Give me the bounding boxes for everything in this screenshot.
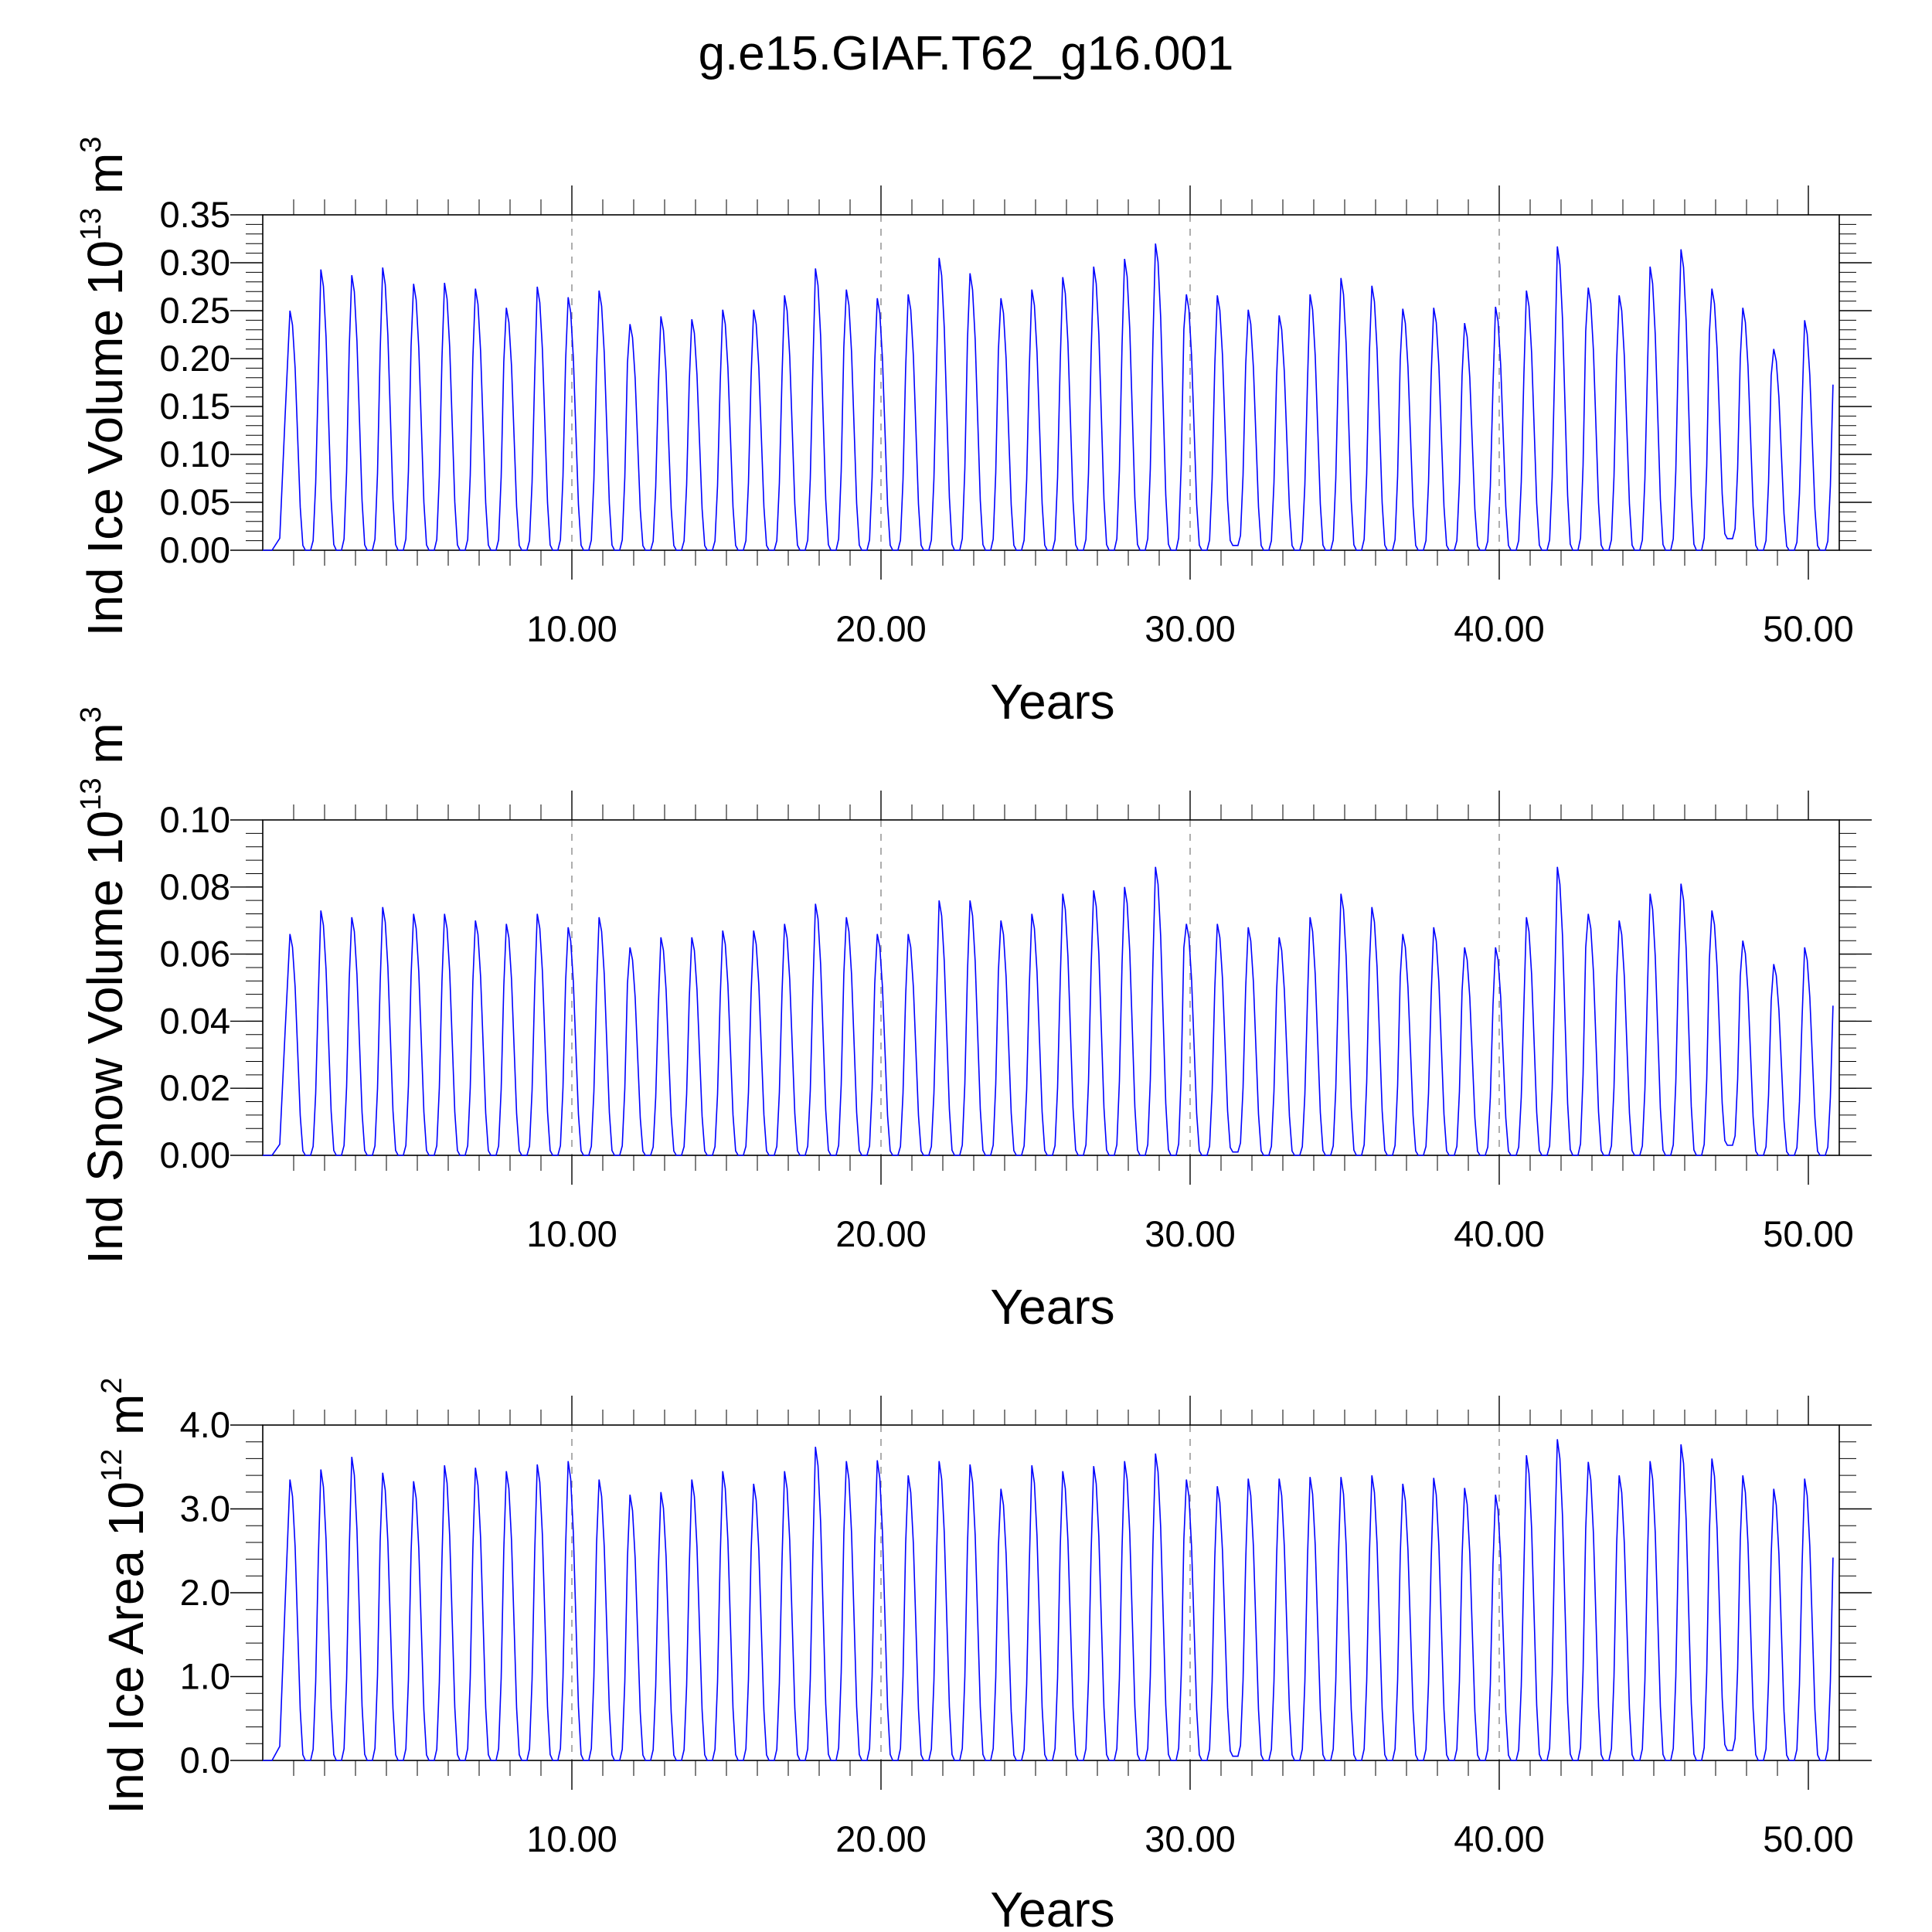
x-tick-label: 10.00 <box>526 1818 617 1859</box>
x-tick-label: 30.00 <box>1145 1818 1236 1859</box>
y-tick-label: 0.06 <box>160 934 230 975</box>
y-tick-label: 0.20 <box>160 338 230 379</box>
x-tick-label: 20.00 <box>835 1213 927 1254</box>
ice-area-plot-frame <box>262 1424 1840 1761</box>
ice-volume-plot-frame <box>262 214 1840 551</box>
y-tick-label: 2.0 <box>180 1572 230 1613</box>
x-tick-label: 50.00 <box>1763 608 1854 649</box>
snow-volume-panel: Ind Snow Volume 1013 m3 Years 10.00 20.00… <box>75 706 1872 1335</box>
ylabel-text: Ind Ice Area 10 <box>98 1481 154 1815</box>
ylabel-unit-exponent: 3 <box>75 137 107 153</box>
x-tick-label: 30.00 <box>1145 608 1236 649</box>
y-tick-label: 0.08 <box>160 866 230 907</box>
ice-volume-ylabel: Ind Ice Volume 1013 m3 <box>75 137 133 637</box>
ylabel-unit: m <box>77 723 133 777</box>
x-tick-label: 40.00 <box>1454 1213 1545 1254</box>
ylabel-exponent: 13 <box>75 777 107 810</box>
snow-volume-xlabel: Years <box>990 1279 1114 1335</box>
y-tick-label: 0.10 <box>160 799 230 840</box>
ice-area-xlabel: Years <box>990 1882 1114 1932</box>
ylabel-exponent: 13 <box>75 208 107 240</box>
x-tick-label: 50.00 <box>1763 1213 1854 1254</box>
ice-volume-panel: Ind Ice Volume 1013 m3 Years 10.00 20.00 3… <box>75 137 1872 730</box>
y-tick-label: 0.0 <box>180 1740 230 1781</box>
y-tick-label: 1.0 <box>180 1656 230 1697</box>
snow-volume-plot-frame <box>262 819 1840 1156</box>
x-tick-label: 40.00 <box>1454 608 1545 649</box>
y-tick-label: 0.00 <box>160 1134 230 1175</box>
y-tick-label: 0.02 <box>160 1067 230 1108</box>
ylabel-unit: m <box>77 153 133 208</box>
ylabel-exponent: 12 <box>96 1449 128 1481</box>
ylabel-unit-exponent: 2 <box>96 1377 128 1393</box>
y-tick-label: 4.0 <box>180 1404 230 1445</box>
y-tick-label: 0.35 <box>160 194 230 235</box>
y-tick-label: 0.04 <box>160 1000 230 1041</box>
x-tick-label: 10.00 <box>526 1213 617 1254</box>
ylabel-text: Ind Ice Volume 10 <box>77 240 133 636</box>
ice-area-ylabel: Ind Ice Area 1012 m2 <box>96 1377 154 1814</box>
ice-volume-xlabel: Years <box>990 674 1114 730</box>
y-tick-label: 3.0 <box>180 1488 230 1529</box>
snow-volume-series-line <box>263 866 1834 1156</box>
x-tick-label: 20.00 <box>835 608 927 649</box>
ylabel-unit-exponent: 3 <box>75 706 107 723</box>
y-tick-label: 0.00 <box>160 529 230 570</box>
y-tick-label: 0.10 <box>160 434 230 474</box>
y-tick-label: 0.15 <box>160 386 230 427</box>
ylabel-text: Ind Snow Volume 10 <box>77 811 133 1264</box>
ylabel-unit: m <box>98 1394 154 1449</box>
ice-area-panel: Ind Ice Area 1012 m2 Years 10.00 20.00 30.… <box>96 1377 1872 1932</box>
x-tick-label: 20.00 <box>835 1818 927 1859</box>
snow-volume-ylabel: Ind Snow Volume 1013 m3 <box>75 706 133 1264</box>
x-tick-label: 40.00 <box>1454 1818 1545 1859</box>
figure-title: g.e15.GIAF.T62_g16.001 <box>699 27 1234 80</box>
x-tick-label: 30.00 <box>1145 1213 1236 1254</box>
x-tick-label: 10.00 <box>526 608 617 649</box>
y-tick-label: 0.25 <box>160 290 230 331</box>
ice-area-series-line <box>263 1439 1834 1761</box>
y-tick-label: 0.05 <box>160 481 230 522</box>
x-tick-label: 50.00 <box>1763 1818 1854 1859</box>
y-tick-label: 0.30 <box>160 242 230 283</box>
ice-volume-series-line <box>263 243 1834 551</box>
